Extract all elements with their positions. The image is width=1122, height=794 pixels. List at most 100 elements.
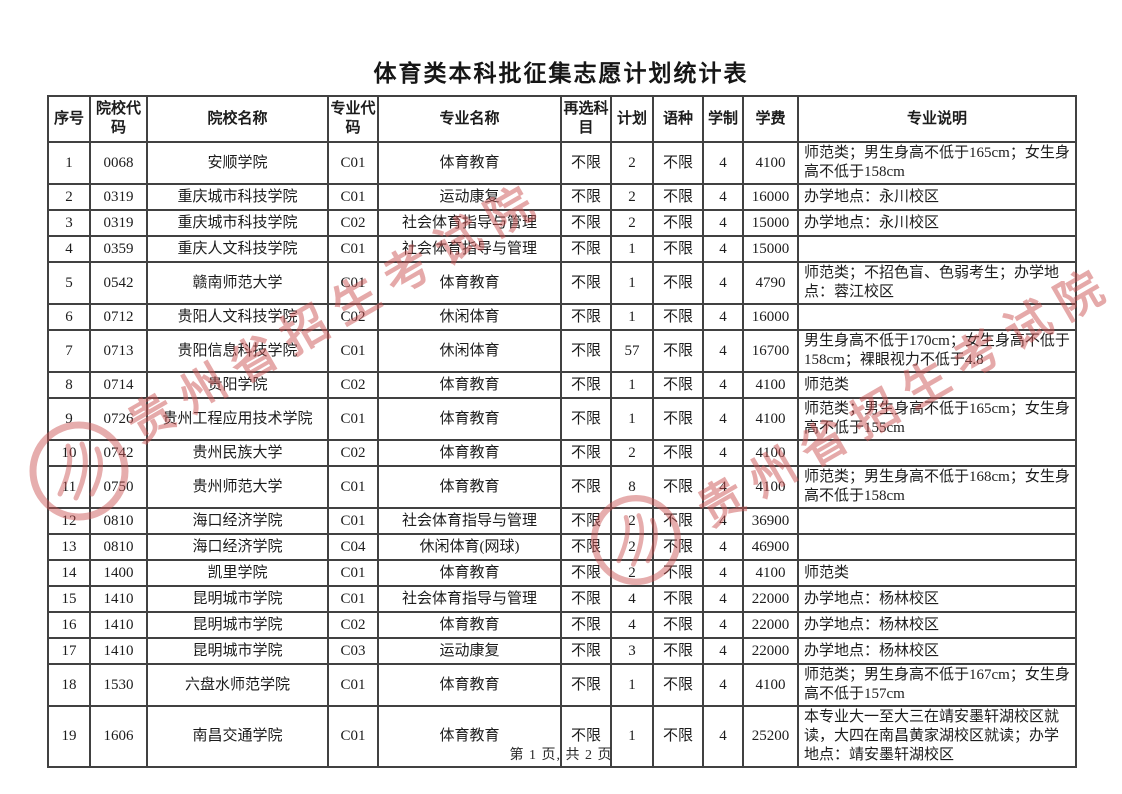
cell-major-name: 体育教育 [377, 261, 562, 305]
cell-college-name: 海口经济学院 [146, 507, 329, 535]
cell-note [797, 507, 1077, 535]
cell-plan: 3 [610, 637, 654, 665]
cell-major-name: 社会体育指导与管理 [377, 507, 562, 535]
table-row: 1 0068 安顺学院 C01 体育教育 不限 2 不限 4 4100 师范类；… [47, 141, 1077, 185]
cell-tuition: 16000 [742, 183, 799, 211]
cell-language: 不限 [652, 507, 704, 535]
cell-note: 师范类 [797, 371, 1077, 399]
cell-tuition: 4100 [742, 559, 799, 587]
cell-language: 不限 [652, 611, 704, 639]
cell-major-code: C01 [327, 559, 379, 587]
cell-plan: 8 [610, 465, 654, 509]
cell-subject: 不限 [560, 397, 612, 441]
table-row: 13 0810 海口经济学院 C04 休闲体育(网球) 不限 2 不限 4 46… [47, 533, 1077, 561]
table-body: 1 0068 安顺学院 C01 体育教育 不限 2 不限 4 4100 师范类；… [47, 141, 1077, 768]
cell-major-name: 体育教育 [377, 465, 562, 509]
column-header-plan: 计划 [610, 95, 654, 143]
cell-major-name: 体育教育 [377, 705, 562, 768]
cell-note: 师范类；男生身高不低于165cm；女生身高不低于158cm [797, 141, 1077, 185]
table-row: 10 0742 贵州民族大学 C02 体育教育 不限 2 不限 4 4100 [47, 439, 1077, 467]
cell-college-code: 0068 [89, 141, 148, 185]
cell-tuition: 16000 [742, 303, 799, 331]
cell-note: 师范类；男生身高不低于168cm；女生身高不低于158cm [797, 465, 1077, 509]
cell-college-name: 凯里学院 [146, 559, 329, 587]
cell-years: 4 [702, 663, 744, 707]
cell-language: 不限 [652, 705, 704, 768]
cell-no: 17 [47, 637, 91, 665]
cell-language: 不限 [652, 371, 704, 399]
cell-major-name: 体育教育 [377, 439, 562, 467]
cell-note: 男生身高不低于170cm；女生身高不低于158cm；裸眼视力不低于4.8 [797, 329, 1077, 373]
cell-subject: 不限 [560, 261, 612, 305]
cell-college-code: 1410 [89, 611, 148, 639]
cell-tuition: 22000 [742, 611, 799, 639]
cell-years: 4 [702, 261, 744, 305]
plan-table: 序号 院校代码 院校名称 专业代码 专业名称 再选科目 计划 语种 学制 学费 专业说明 1 006… [47, 95, 1077, 768]
cell-tuition: 15000 [742, 209, 799, 237]
cell-subject: 不限 [560, 465, 612, 509]
cell-years: 4 [702, 183, 744, 211]
table-row: 19 1606 南昌交通学院 C01 体育教育 不限 1 不限 4 25200 … [47, 705, 1077, 768]
cell-note: 办学地点：杨林校区 [797, 637, 1077, 665]
table-row: 12 0810 海口经济学院 C01 社会体育指导与管理 不限 2 不限 4 3… [47, 507, 1077, 535]
cell-major-name: 运动康复 [377, 637, 562, 665]
cell-no: 7 [47, 329, 91, 373]
cell-plan: 2 [610, 141, 654, 185]
cell-no: 19 [47, 705, 91, 768]
cell-plan: 2 [610, 209, 654, 237]
column-header-no: 序号 [47, 95, 91, 143]
cell-college-code: 0319 [89, 209, 148, 237]
cell-tuition: 16700 [742, 329, 799, 373]
table-row: 18 1530 六盘水师范学院 C01 体育教育 不限 1 不限 4 4100 … [47, 663, 1077, 707]
cell-major-code: C01 [327, 183, 379, 211]
cell-subject: 不限 [560, 439, 612, 467]
cell-college-code: 1400 [89, 559, 148, 587]
cell-college-name: 重庆城市科技学院 [146, 209, 329, 237]
cell-plan: 1 [610, 663, 654, 707]
cell-subject: 不限 [560, 559, 612, 587]
table-row: 17 1410 昆明城市学院 C03 运动康复 不限 3 不限 4 22000 … [47, 637, 1077, 665]
table-row: 9 0726 贵州工程应用技术学院 C01 体育教育 不限 1 不限 4 410… [47, 397, 1077, 441]
cell-major-code: C04 [327, 533, 379, 561]
cell-major-code: C01 [327, 585, 379, 613]
table-row: 16 1410 昆明城市学院 C02 体育教育 不限 4 不限 4 22000 … [47, 611, 1077, 639]
cell-college-name: 安顺学院 [146, 141, 329, 185]
cell-language: 不限 [652, 209, 704, 237]
cell-no: 2 [47, 183, 91, 211]
cell-note: 师范类；男生身高不低于165cm；女生身高不低于155cm [797, 397, 1077, 441]
cell-subject: 不限 [560, 209, 612, 237]
cell-note: 师范类 [797, 559, 1077, 587]
cell-subject: 不限 [560, 585, 612, 613]
cell-no: 5 [47, 261, 91, 305]
cell-major-code: C02 [327, 371, 379, 399]
cell-major-code: C01 [327, 507, 379, 535]
cell-college-code: 0714 [89, 371, 148, 399]
cell-no: 16 [47, 611, 91, 639]
cell-no: 12 [47, 507, 91, 535]
cell-major-code: C01 [327, 705, 379, 768]
cell-major-code: C01 [327, 261, 379, 305]
cell-subject: 不限 [560, 507, 612, 535]
cell-years: 4 [702, 705, 744, 768]
cell-major-name: 体育教育 [377, 663, 562, 707]
cell-major-code: C02 [327, 439, 379, 467]
cell-major-code: C01 [327, 235, 379, 263]
cell-subject: 不限 [560, 533, 612, 561]
cell-language: 不限 [652, 141, 704, 185]
cell-no: 1 [47, 141, 91, 185]
cell-language: 不限 [652, 235, 704, 263]
cell-subject: 不限 [560, 141, 612, 185]
cell-major-name: 社会体育指导与管理 [377, 235, 562, 263]
cell-language: 不限 [652, 533, 704, 561]
column-header-language: 语种 [652, 95, 704, 143]
cell-years: 4 [702, 559, 744, 587]
cell-note: 办学地点：永川校区 [797, 209, 1077, 237]
cell-college-name: 贵阳人文科技学院 [146, 303, 329, 331]
table-row: 7 0713 贵阳信息科技学院 C01 休闲体育 不限 57 不限 4 1670… [47, 329, 1077, 373]
cell-college-code: 0359 [89, 235, 148, 263]
cell-tuition: 4100 [742, 465, 799, 509]
cell-years: 4 [702, 439, 744, 467]
column-header-major_code: 专业代码 [327, 95, 379, 143]
column-header-tuition: 学费 [742, 95, 799, 143]
cell-plan: 2 [610, 439, 654, 467]
